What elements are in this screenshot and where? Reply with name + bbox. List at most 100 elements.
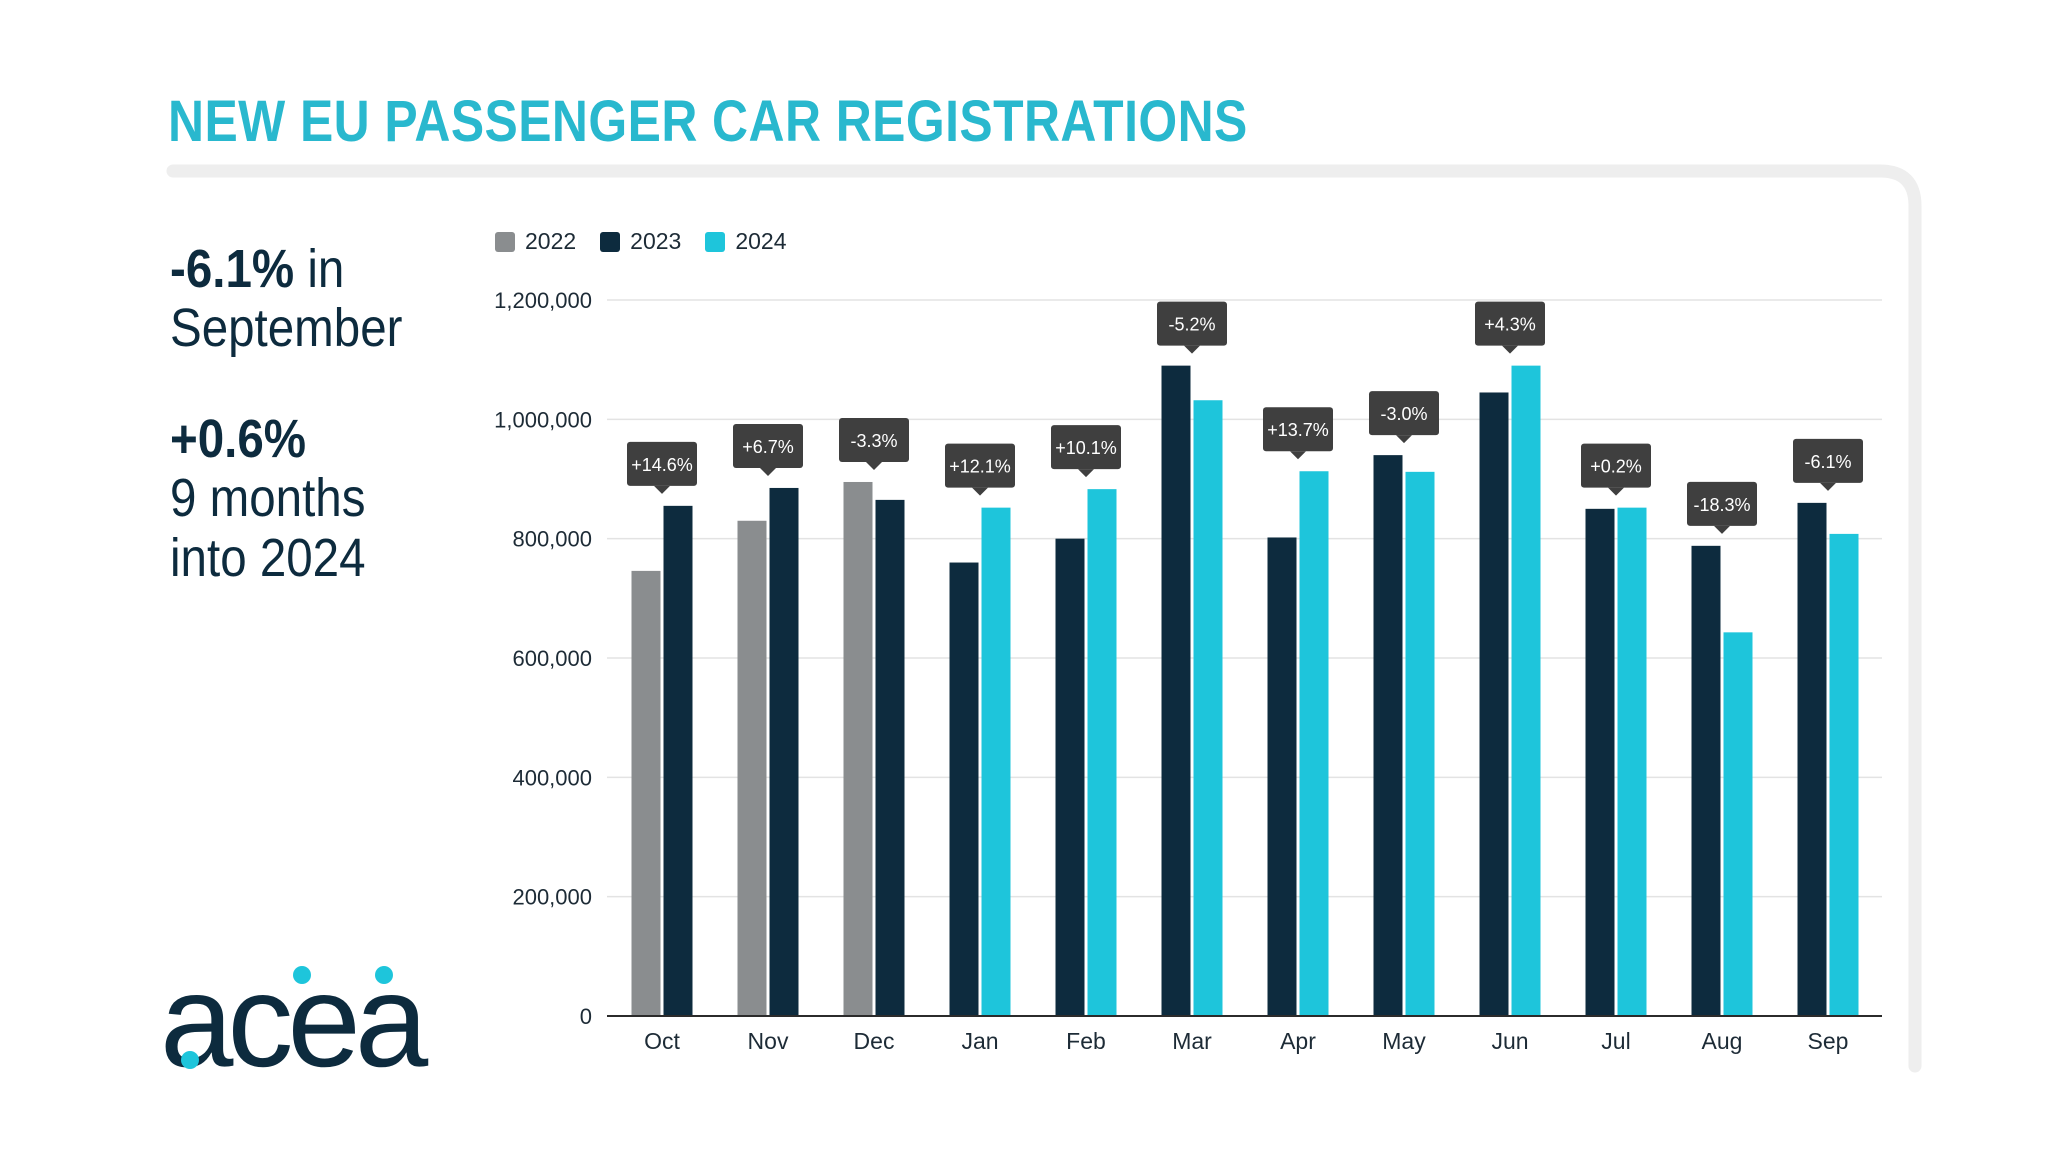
bar-2023-sep xyxy=(1797,502,1827,1016)
change-badge xyxy=(627,441,697,486)
bar-2024-aug xyxy=(1723,632,1753,1016)
change-badge-pointer xyxy=(760,467,776,476)
bar-2024-jun xyxy=(1511,365,1541,1017)
change-badge xyxy=(1793,438,1863,483)
bar-2024-sep xyxy=(1829,533,1859,1016)
bar-2022-nov xyxy=(737,520,767,1016)
change-badge-pointer xyxy=(1396,435,1412,444)
change-badge-pointer xyxy=(1608,487,1624,496)
bar-2023-apr xyxy=(1267,537,1297,1016)
bar-2023-nov xyxy=(769,487,799,1016)
change-label: +0.2% xyxy=(1590,457,1642,477)
change-label: -3.0% xyxy=(1380,404,1427,424)
bar-2023-jul xyxy=(1585,508,1615,1016)
x-tick-label: Oct xyxy=(644,1028,680,1054)
bar-2023-oct xyxy=(663,505,693,1016)
change-badge-pointer xyxy=(654,485,670,494)
change-badge-pointer xyxy=(1502,345,1518,354)
bar-2023-jan xyxy=(949,562,979,1016)
page-title: NEW EU PASSENGER CAR REGISTRATIONS xyxy=(168,89,1248,154)
bar-2023-mar xyxy=(1161,365,1191,1017)
change-label: +14.6% xyxy=(631,455,693,475)
legend-label-2023: 2023 xyxy=(630,228,682,254)
change-badge xyxy=(1263,407,1333,452)
bar-2024-jul xyxy=(1617,507,1647,1016)
x-tick-label: Apr xyxy=(1280,1028,1316,1054)
change-badge-pointer xyxy=(1714,525,1730,534)
september-change-stat: -6.1% in September xyxy=(170,239,403,359)
change-badge xyxy=(1051,425,1121,470)
y-tick-label: 600,000 xyxy=(512,646,592,671)
change-badge-pointer xyxy=(866,461,882,470)
legend-item-2023: 2023 xyxy=(600,228,681,255)
x-tick-label: Mar xyxy=(1172,1028,1212,1054)
x-tick-label: Jul xyxy=(1601,1028,1630,1054)
x-tick-label: May xyxy=(1382,1028,1426,1054)
september-change-suffix: in xyxy=(294,239,345,299)
change-badge xyxy=(1687,481,1757,526)
legend-swatch-2022 xyxy=(495,231,515,252)
bar-2024-apr xyxy=(1299,471,1329,1016)
x-tick-label: Jun xyxy=(1491,1028,1528,1054)
x-tick-label: Nov xyxy=(748,1028,789,1054)
change-badge-pointer xyxy=(1184,345,1200,354)
change-badge-pointer xyxy=(1078,469,1094,478)
change-badge-pointer xyxy=(1290,451,1306,460)
x-tick-label: Aug xyxy=(1702,1028,1743,1054)
legend-label-2022: 2022 xyxy=(525,228,577,254)
ytd-change-stat: +0.6% 9 months into 2024 xyxy=(170,409,366,588)
change-badge xyxy=(1475,301,1545,346)
y-tick-label: 1,200,000 xyxy=(494,288,592,313)
legend-item-2024: 2024 xyxy=(705,228,787,255)
change-label: +10.1% xyxy=(1055,438,1117,458)
x-tick-label: Sep xyxy=(1808,1028,1849,1054)
legend-label-2024: 2024 xyxy=(735,228,787,254)
change-label: +12.1% xyxy=(949,457,1011,477)
bar-2023-dec xyxy=(875,499,905,1017)
change-label: -18.3% xyxy=(1693,495,1750,515)
ytd-change-value: +0.6% xyxy=(170,409,307,469)
change-badge-pointer xyxy=(972,487,988,496)
y-tick-label: 400,000 xyxy=(512,765,592,790)
bar-2023-may xyxy=(1373,455,1403,1017)
legend-swatch-2024 xyxy=(705,231,726,252)
bar-2024-feb xyxy=(1087,489,1117,1017)
september-change-value: -6.1% xyxy=(170,239,295,299)
change-label: +13.7% xyxy=(1267,420,1329,440)
bar-2024-mar xyxy=(1193,400,1223,1016)
change-label: -3.3% xyxy=(850,431,897,451)
bar-2023-feb xyxy=(1055,538,1085,1016)
bar-2023-jun xyxy=(1479,392,1509,1016)
bar-2024-may xyxy=(1405,471,1435,1017)
bar-2022-oct xyxy=(631,570,661,1016)
y-tick-label: 200,000 xyxy=(512,885,592,910)
x-tick-label: Dec xyxy=(854,1028,895,1054)
change-badge xyxy=(733,423,803,468)
change-label: -5.2% xyxy=(1168,315,1215,335)
x-tick-label: Feb xyxy=(1066,1028,1106,1054)
y-tick-label: 1,000,000 xyxy=(494,407,592,432)
acea-logo: acea xyxy=(160,960,435,1080)
change-badge xyxy=(1157,301,1227,346)
legend-item-2022: 2022 xyxy=(495,228,576,255)
y-tick-label: 0 xyxy=(580,1004,592,1029)
chart-legend: 2022 2023 2024 xyxy=(495,228,787,255)
change-badge xyxy=(1369,391,1439,436)
september-change-label: September xyxy=(170,298,403,359)
bar-2022-dec xyxy=(843,481,873,1016)
y-tick-label: 800,000 xyxy=(512,527,592,552)
change-label: -6.1% xyxy=(1804,452,1851,472)
change-label: +6.7% xyxy=(742,437,794,457)
change-badge-pointer xyxy=(1820,482,1836,491)
ytd-change-line2: into 2024 xyxy=(170,527,366,588)
change-badge xyxy=(945,443,1015,488)
legend-swatch-2023 xyxy=(600,231,621,252)
change-label: +4.3% xyxy=(1484,315,1536,335)
change-badge xyxy=(839,417,909,462)
ytd-change-line1: 9 months xyxy=(170,468,366,529)
x-tick-label: Jan xyxy=(961,1028,998,1054)
bar-2024-jan xyxy=(981,507,1011,1016)
bar-2023-aug xyxy=(1691,545,1721,1016)
